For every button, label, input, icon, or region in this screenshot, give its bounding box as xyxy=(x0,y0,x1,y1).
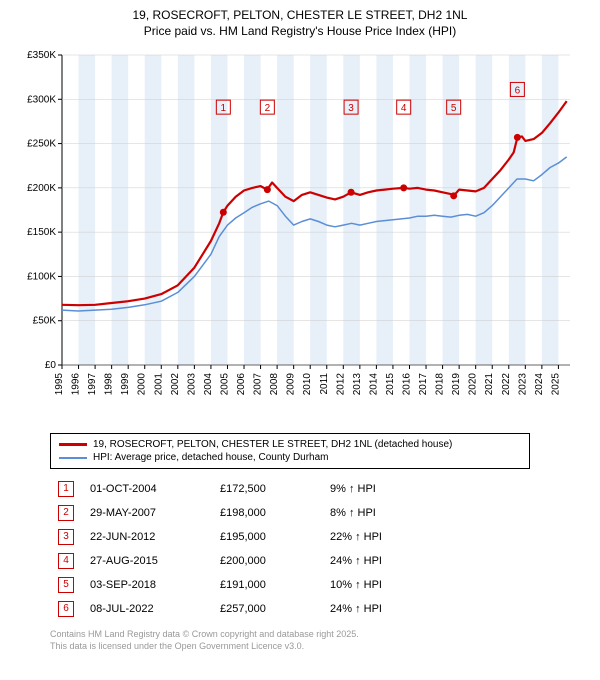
svg-text:2000: 2000 xyxy=(137,373,148,396)
svg-text:2010: 2010 xyxy=(302,373,313,396)
table-row: 6 08-JUL-2022£257,00024% ↑ HPI xyxy=(50,597,390,621)
legend-item: HPI: Average price, detached house, Coun… xyxy=(59,451,521,464)
sale-delta: 9% ↑ HPI xyxy=(322,477,390,501)
svg-text:2003: 2003 xyxy=(186,373,197,396)
sale-delta: 24% ↑ HPI xyxy=(322,549,390,573)
svg-text:1: 1 xyxy=(221,103,227,114)
svg-text:2: 2 xyxy=(265,103,271,114)
sale-price: £172,500 xyxy=(212,477,322,501)
svg-text:£250K: £250K xyxy=(27,139,56,150)
legend-label: HPI: Average price, detached house, Coun… xyxy=(93,452,329,463)
svg-text:1998: 1998 xyxy=(104,373,115,396)
title-line-2: Price paid vs. HM Land Registry's House … xyxy=(20,24,580,40)
sale-marker: 1 xyxy=(58,481,74,497)
sale-marker: 6 xyxy=(58,601,74,617)
sale-delta: 22% ↑ HPI xyxy=(322,525,390,549)
svg-text:2023: 2023 xyxy=(517,373,528,396)
svg-text:1999: 1999 xyxy=(120,373,131,396)
sale-date: 03-SEP-2018 xyxy=(82,573,212,597)
svg-text:6: 6 xyxy=(515,86,521,97)
svg-text:2009: 2009 xyxy=(286,373,297,396)
legend-swatch xyxy=(59,443,87,446)
sale-delta: 10% ↑ HPI xyxy=(322,573,390,597)
svg-text:2024: 2024 xyxy=(534,373,545,396)
svg-text:2021: 2021 xyxy=(484,373,495,396)
svg-text:2002: 2002 xyxy=(170,373,181,396)
svg-text:2008: 2008 xyxy=(269,373,280,396)
svg-text:£300K: £300K xyxy=(27,94,56,105)
sale-price: £257,000 xyxy=(212,597,322,621)
svg-text:2022: 2022 xyxy=(501,373,512,396)
svg-text:2019: 2019 xyxy=(451,373,462,396)
svg-text:2011: 2011 xyxy=(319,373,330,395)
sale-date: 01-OCT-2004 xyxy=(82,477,212,501)
sales-table: 1 01-OCT-2004£172,5009% ↑ HPI 2 29-MAY-2007… xyxy=(50,477,390,621)
svg-text:4: 4 xyxy=(401,103,407,114)
sale-date: 27-AUG-2015 xyxy=(82,549,212,573)
svg-text:2017: 2017 xyxy=(418,373,429,396)
svg-text:£150K: £150K xyxy=(27,227,56,238)
sale-delta: 24% ↑ HPI xyxy=(322,597,390,621)
footer-attribution: Contains HM Land Registry data © Crown c… xyxy=(50,629,580,652)
title-line-1: 19, ROSECROFT, PELTON, CHESTER LE STREET… xyxy=(20,8,580,24)
svg-text:5: 5 xyxy=(451,103,457,114)
svg-text:2006: 2006 xyxy=(236,373,247,396)
svg-text:2014: 2014 xyxy=(368,373,379,396)
svg-text:£50K: £50K xyxy=(33,316,57,327)
svg-text:£0: £0 xyxy=(45,360,57,371)
table-row: 2 29-MAY-2007£198,0008% ↑ HPI xyxy=(50,501,390,525)
svg-text:2007: 2007 xyxy=(253,373,264,396)
svg-text:1996: 1996 xyxy=(71,373,82,396)
footer-line-2: This data is licensed under the Open Gov… xyxy=(50,641,580,653)
svg-text:2018: 2018 xyxy=(435,373,446,396)
sale-price: £198,000 xyxy=(212,501,322,525)
sale-marker: 5 xyxy=(58,577,74,593)
table-row: 1 01-OCT-2004£172,5009% ↑ HPI xyxy=(50,477,390,501)
sale-price: £191,000 xyxy=(212,573,322,597)
svg-text:£350K: £350K xyxy=(27,50,56,61)
sale-marker: 4 xyxy=(58,553,74,569)
svg-text:2025: 2025 xyxy=(550,373,561,396)
svg-text:2020: 2020 xyxy=(468,373,479,396)
svg-text:2005: 2005 xyxy=(219,373,230,396)
sale-date: 22-JUN-2012 xyxy=(82,525,212,549)
svg-text:2004: 2004 xyxy=(203,373,214,396)
legend-label: 19, ROSECROFT, PELTON, CHESTER LE STREET… xyxy=(93,439,452,450)
svg-text:2013: 2013 xyxy=(352,373,363,396)
legend-swatch xyxy=(59,457,87,459)
svg-text:1995: 1995 xyxy=(54,373,65,396)
svg-text:2012: 2012 xyxy=(335,373,346,396)
sale-date: 08-JUL-2022 xyxy=(82,597,212,621)
legend-item: 19, ROSECROFT, PELTON, CHESTER LE STREET… xyxy=(59,438,521,451)
sale-marker: 3 xyxy=(58,529,74,545)
price-chart: £0 £50K £100K £150K £200K £250K £300K £350K 1995… xyxy=(20,45,580,425)
svg-text:£100K: £100K xyxy=(27,272,56,283)
table-row: 3 22-JUN-2012£195,00022% ↑ HPI xyxy=(50,525,390,549)
table-row: 5 03-SEP-2018£191,00010% ↑ HPI xyxy=(50,573,390,597)
table-row: 4 27-AUG-2015£200,00024% ↑ HPI xyxy=(50,549,390,573)
sale-date: 29-MAY-2007 xyxy=(82,501,212,525)
svg-text:2015: 2015 xyxy=(385,373,396,396)
svg-text:2016: 2016 xyxy=(401,373,412,396)
svg-text:3: 3 xyxy=(348,103,354,114)
sale-marker: 2 xyxy=(58,505,74,521)
sale-price: £195,000 xyxy=(212,525,322,549)
svg-text:1997: 1997 xyxy=(87,373,98,396)
footer-line-1: Contains HM Land Registry data © Crown c… xyxy=(50,629,580,641)
legend: 19, ROSECROFT, PELTON, CHESTER LE STREET… xyxy=(50,433,530,469)
svg-text:£200K: £200K xyxy=(27,183,56,194)
sale-price: £200,000 xyxy=(212,549,322,573)
sale-delta: 8% ↑ HPI xyxy=(322,501,390,525)
svg-text:2001: 2001 xyxy=(153,373,164,396)
